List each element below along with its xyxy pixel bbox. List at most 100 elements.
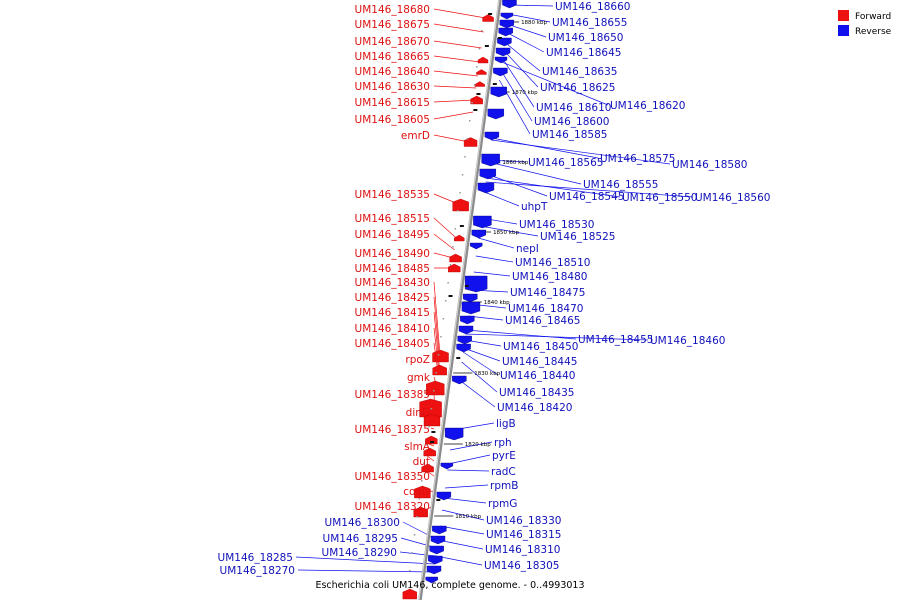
feature-dot bbox=[409, 570, 411, 572]
gene-label-reverse: uhpT bbox=[521, 201, 548, 213]
gene-label-reverse: UM146_18560 bbox=[695, 192, 770, 204]
gene-label-reverse: rpmG bbox=[488, 498, 517, 510]
feature-dot bbox=[423, 462, 425, 464]
gene-label-forward: UM146_18615 bbox=[355, 97, 430, 109]
forward-gene-arrow bbox=[425, 435, 438, 445]
gene-label-forward: UM146_18535 bbox=[355, 189, 430, 201]
reverse-gene-arrow bbox=[440, 462, 454, 470]
feature-dot bbox=[471, 102, 473, 104]
reverse-gene-arrow bbox=[463, 293, 478, 303]
connector-line bbox=[504, 41, 541, 72]
reverse-gene-arrow bbox=[456, 343, 471, 353]
feature-mark bbox=[459, 225, 464, 227]
forward-gene-arrow bbox=[423, 447, 436, 457]
connector-line bbox=[463, 347, 501, 362]
connector-line bbox=[433, 85, 477, 89]
forward-gene-arrow bbox=[452, 198, 469, 212]
forward-gene-arrow bbox=[423, 413, 441, 427]
feature-dot bbox=[457, 210, 459, 212]
feature-mark bbox=[464, 285, 469, 287]
gene-label-forward: emrD bbox=[401, 130, 430, 142]
feature-dot bbox=[445, 300, 447, 302]
feature-mark bbox=[448, 295, 453, 297]
feature-dot bbox=[425, 444, 428, 446]
forward-gene-arrow bbox=[463, 137, 478, 147]
gene-label-forward: UM146_18495 bbox=[355, 229, 430, 241]
feature-dot bbox=[473, 84, 476, 86]
forward-gene-arrow bbox=[449, 253, 462, 263]
feature-dot bbox=[433, 390, 435, 392]
feature-mark bbox=[456, 357, 461, 359]
tick-label: 1850 kbp bbox=[493, 230, 519, 236]
connector-lines bbox=[295, 4, 694, 573]
gene-label-reverse: UM146_18645 bbox=[546, 47, 621, 59]
gene-label-reverse: UM146_18550 bbox=[622, 192, 697, 204]
gene-label-forward: UM146_18670 bbox=[355, 36, 430, 48]
feature-dot bbox=[416, 516, 418, 518]
feature-dot bbox=[437, 354, 440, 356]
reverse-gene-arrow bbox=[460, 315, 475, 325]
gene-label-reverse: UM146_18635 bbox=[542, 66, 617, 78]
feature-dot bbox=[478, 48, 481, 50]
feature-mark bbox=[473, 109, 478, 111]
reverse-gene-arrow bbox=[470, 242, 483, 250]
reverse-gene-arrow bbox=[464, 275, 488, 293]
forward-gene-arrow bbox=[414, 485, 431, 499]
gene-label-forward: UM146_18640 bbox=[355, 66, 430, 78]
gene-label-forward: UM146_18410 bbox=[355, 323, 430, 335]
connector-line bbox=[433, 70, 478, 77]
feature-mark bbox=[488, 13, 493, 15]
gene-label-reverse: UM146_18290 bbox=[322, 547, 397, 559]
connector-line bbox=[433, 23, 484, 33]
gene-label-forward: UM146_18605 bbox=[355, 114, 430, 126]
reverse-gene-arrow bbox=[471, 229, 486, 239]
legend-reverse-swatch bbox=[838, 25, 849, 36]
feature-mark bbox=[497, 37, 502, 39]
connector-line bbox=[486, 177, 621, 198]
connector-line bbox=[433, 327, 440, 371]
legend-forward-swatch bbox=[838, 10, 849, 21]
tick-label: 1880 kbp bbox=[521, 20, 547, 26]
reverse-gene-arrow bbox=[495, 47, 511, 57]
tick-label: 1870 kbp bbox=[512, 90, 538, 96]
connector-line bbox=[433, 99, 475, 103]
gene-label-reverse: UM146_18620 bbox=[610, 100, 685, 112]
gene-label-reverse: UM146_18555 bbox=[583, 179, 658, 191]
connector-line bbox=[441, 509, 485, 521]
reverse-gene-arrow bbox=[497, 37, 512, 47]
connector-line bbox=[433, 281, 441, 359]
reverse-gene-arrow bbox=[490, 86, 507, 98]
feature-dot bbox=[454, 228, 457, 230]
tick-label: 1840 kbp bbox=[484, 300, 510, 306]
connector-line bbox=[426, 455, 435, 462]
connector-line bbox=[295, 556, 435, 565]
feature-dot bbox=[440, 336, 442, 338]
gene-label-reverse: UM146_18545 bbox=[549, 191, 624, 203]
gene-label-forward: UM146_18675 bbox=[355, 19, 430, 31]
gene-label-reverse: UM146_18580 bbox=[672, 159, 747, 171]
connector-line bbox=[448, 454, 491, 465]
feature-mark bbox=[430, 441, 435, 443]
reverse-gene-arrow bbox=[473, 215, 492, 229]
connector-line bbox=[449, 441, 493, 451]
connector-line bbox=[491, 139, 671, 165]
gene-label-reverse: UM146_18660 bbox=[555, 1, 630, 13]
connector-line bbox=[478, 237, 515, 249]
tick-label: 1860 kbp bbox=[502, 160, 528, 166]
feature-dot bbox=[418, 498, 421, 500]
reverse-gene-arrow bbox=[494, 56, 508, 64]
connector-line bbox=[491, 137, 599, 159]
connector-line bbox=[435, 555, 483, 566]
reverse-gene-arrow bbox=[444, 427, 464, 441]
feature-dot bbox=[421, 480, 423, 482]
reverse-gene-arrow bbox=[430, 535, 446, 545]
feature-dot bbox=[469, 120, 471, 122]
forward-gene-arrow bbox=[448, 263, 461, 273]
reverse-gene-arrow bbox=[502, 0, 517, 9]
reverse-gene-arrow bbox=[458, 325, 474, 335]
connector-line bbox=[505, 31, 545, 53]
gene-label-forward: UM146_18515 bbox=[355, 213, 430, 225]
connector-line bbox=[509, 4, 554, 7]
connector-line bbox=[433, 40, 482, 49]
connector-line bbox=[437, 539, 484, 550]
